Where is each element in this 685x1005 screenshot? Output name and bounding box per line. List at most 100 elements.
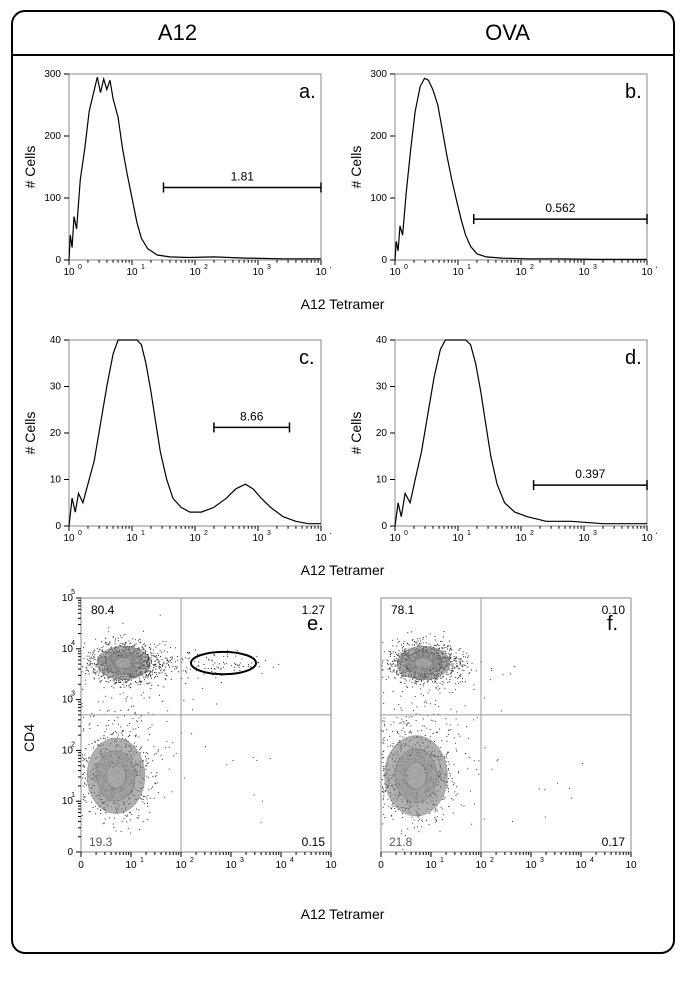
svg-text:10: 10	[126, 533, 138, 544]
quad-lr: 0.17	[601, 835, 625, 849]
svg-text:0: 0	[78, 264, 82, 271]
hist-y-label: # Cells	[22, 412, 38, 455]
hist-x-label-row1: A12 Tetramer	[13, 296, 673, 312]
scatter-panel-f: 0101102103104105 78.1 0.10 21.8 0.17 f.	[337, 588, 637, 888]
svg-text:2: 2	[490, 857, 494, 864]
panel-letter: f.	[607, 613, 618, 635]
scatter-y-label: CD4	[21, 724, 37, 752]
svg-text:20: 20	[375, 428, 387, 439]
panel-letter: c.	[299, 347, 315, 369]
svg-text:0: 0	[55, 255, 61, 266]
svg-text:10: 10	[625, 860, 637, 871]
hist-y-label: # Cells	[348, 412, 364, 455]
svg-text:10: 10	[389, 267, 401, 278]
svg-text:1: 1	[467, 264, 471, 271]
svg-text:10: 10	[641, 267, 653, 278]
svg-text:0: 0	[381, 521, 387, 532]
hist-y-label: # Cells	[348, 146, 364, 189]
svg-text:0: 0	[78, 530, 82, 537]
scatter-x-label: A12 Tetramer	[13, 906, 673, 922]
svg-text:10: 10	[515, 267, 527, 278]
histogram-grid: # Cells 0100200300 100101102103104 1.81 …	[13, 56, 673, 294]
svg-text:0: 0	[381, 255, 387, 266]
svg-text:3: 3	[593, 264, 597, 271]
svg-text:10: 10	[325, 860, 337, 871]
svg-text:3: 3	[593, 530, 597, 537]
svg-text:10: 10	[315, 533, 327, 544]
hist-x-label-row2: A12 Tetramer	[13, 562, 673, 578]
svg-text:4: 4	[590, 857, 594, 864]
svg-text:2: 2	[71, 741, 75, 748]
figure-frame: A12 OVA # Cells 0100200300 1001011021031…	[11, 10, 675, 954]
svg-text:10: 10	[175, 860, 187, 871]
svg-text:0: 0	[55, 521, 61, 532]
svg-text:10: 10	[125, 860, 137, 871]
hist-panel-c: # Cells 010203040 100101102103104 8.66 c…	[21, 330, 339, 560]
svg-text:4: 4	[330, 264, 331, 271]
panel-letter: a.	[299, 81, 316, 103]
scatter-svg-e: 0101102103104105 0101102103104105 80.4 1…	[37, 588, 337, 888]
svg-text:10: 10	[275, 860, 287, 871]
svg-text:40: 40	[49, 335, 61, 346]
svg-text:2: 2	[530, 530, 534, 537]
scatter-panel-e: 0101102103104105 0101102103104105 80.4 1…	[37, 588, 337, 888]
svg-text:10: 10	[63, 533, 75, 544]
svg-text:300: 300	[44, 69, 61, 80]
svg-text:2: 2	[204, 264, 208, 271]
svg-text:10: 10	[375, 475, 387, 486]
svg-text:10: 10	[63, 267, 75, 278]
header-row: A12 OVA	[13, 12, 673, 56]
svg-text:30: 30	[49, 382, 61, 393]
svg-text:3: 3	[267, 530, 271, 537]
gate-label: 0.397	[575, 467, 605, 481]
header-right: OVA	[343, 20, 673, 46]
svg-text:3: 3	[540, 857, 544, 864]
svg-text:3: 3	[267, 264, 271, 271]
svg-text:10: 10	[252, 267, 264, 278]
quad-ul: 80.4	[91, 603, 115, 617]
hist-svg-c: # Cells 010203040 100101102103104 8.66 c…	[21, 330, 331, 560]
svg-text:5: 5	[71, 589, 75, 596]
svg-text:1: 1	[71, 792, 75, 799]
quad-lr: 0.15	[301, 835, 325, 849]
svg-text:0: 0	[67, 847, 73, 858]
svg-text:3: 3	[240, 857, 244, 864]
panel-letter: e.	[307, 613, 324, 635]
svg-text:0: 0	[404, 264, 408, 271]
svg-text:10: 10	[452, 267, 464, 278]
hist-panel-b: # Cells 0100200300 100101102103104 0.562…	[347, 64, 665, 294]
svg-text:10: 10	[49, 475, 61, 486]
hist-panel-a: # Cells 0100200300 100101102103104 1.81 …	[21, 64, 339, 294]
svg-text:10: 10	[578, 267, 590, 278]
svg-text:20: 20	[49, 428, 61, 439]
svg-text:40: 40	[375, 335, 387, 346]
panel-letter: b.	[625, 81, 642, 103]
svg-text:100: 100	[44, 193, 61, 204]
svg-text:4: 4	[656, 264, 657, 271]
quad-ll: 19.3	[89, 835, 113, 849]
svg-text:100: 100	[370, 193, 387, 204]
hist-svg-d: # Cells 010203040 100101102103104 0.397 …	[347, 330, 657, 560]
svg-text:10: 10	[252, 533, 264, 544]
hist-svg-a: # Cells 0100200300 100101102103104 1.81 …	[21, 64, 331, 294]
svg-text:10: 10	[515, 533, 527, 544]
scatter-row: CD4 0101102103104105 0101102103104105 80…	[13, 588, 673, 888]
svg-text:1: 1	[141, 530, 145, 537]
scatter-svg-f: 0101102103104105 78.1 0.10 21.8 0.17 f.	[337, 588, 637, 888]
svg-text:10: 10	[126, 267, 138, 278]
svg-text:300: 300	[370, 69, 387, 80]
svg-text:3: 3	[71, 691, 75, 698]
gate-label: 8.66	[240, 409, 264, 423]
header-left: A12	[13, 20, 343, 46]
gate-label: 1.81	[230, 169, 254, 183]
svg-text:4: 4	[656, 530, 657, 537]
svg-text:1: 1	[467, 530, 471, 537]
hist-panel-d: # Cells 010203040 100101102103104 0.397 …	[347, 330, 665, 560]
svg-text:200: 200	[44, 131, 61, 142]
svg-text:10: 10	[452, 533, 464, 544]
svg-text:1: 1	[141, 264, 145, 271]
svg-text:10: 10	[578, 533, 590, 544]
hist-y-label: # Cells	[22, 146, 38, 189]
svg-text:30: 30	[375, 382, 387, 393]
svg-text:10: 10	[315, 267, 327, 278]
